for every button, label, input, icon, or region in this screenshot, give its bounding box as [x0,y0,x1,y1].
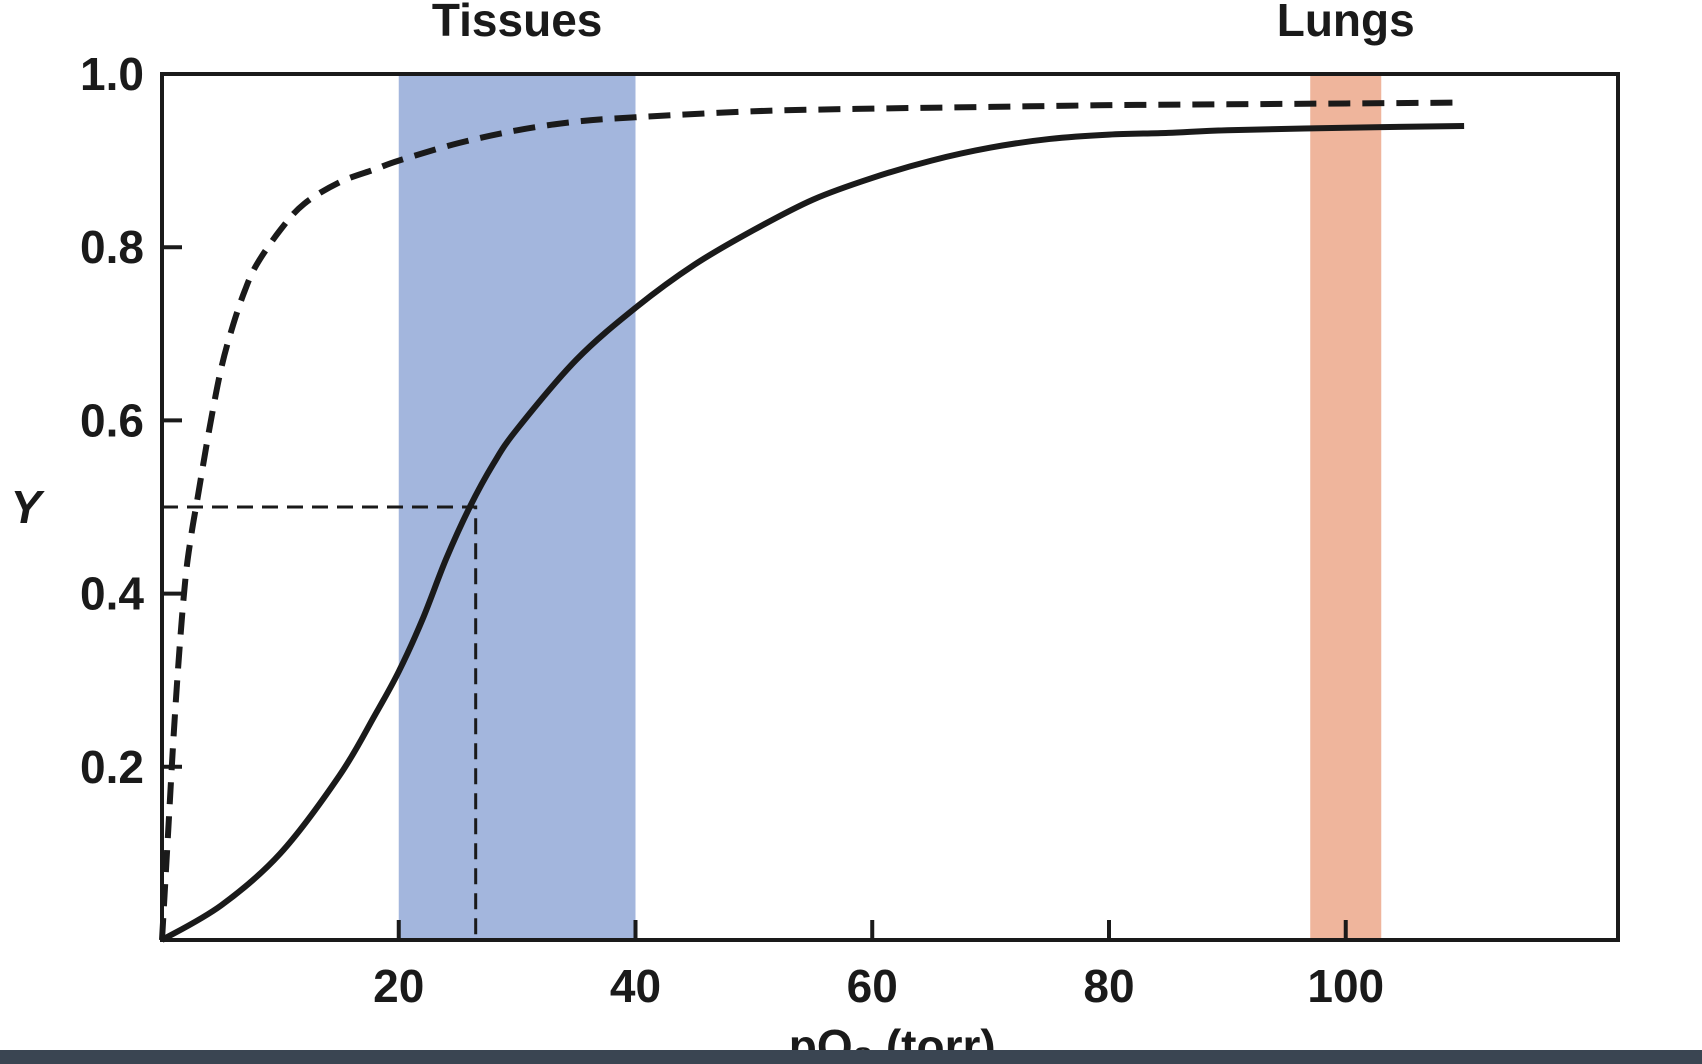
y-axis-label: Y [11,481,46,533]
reference-lines [162,505,478,940]
series-layer [159,99,1465,943]
x-tick-label-100: 100 [1307,960,1384,1012]
series-line-solid [160,122,1465,943]
plot-frame [160,72,1620,942]
y-tick-label-0.8: 0.8 [80,221,144,273]
region-layer [398,74,1382,940]
y-tick-label-1: 1.0 [80,48,144,100]
y-tick-label-0.4: 0.4 [80,568,144,620]
y-tick-label-0.6: 0.6 [80,394,144,446]
x-tick-label-60: 60 [847,960,898,1012]
reference-line-0 [162,505,478,940]
x-tick-label-20: 20 [373,960,424,1012]
footer-bar [0,1050,1702,1064]
tick-layer [162,72,1348,940]
region-band-lungs [1310,74,1382,940]
x-tick-label-40: 40 [610,960,661,1012]
series-line-dashed [159,99,1465,941]
x-tick-label-80: 80 [1083,960,1134,1012]
region-label-lungs: Lungs [1277,0,1415,46]
y-tick-label-0.2: 0.2 [80,741,144,793]
region-label-tissues: Tissues [432,0,602,46]
region-band-tissues [398,74,636,940]
